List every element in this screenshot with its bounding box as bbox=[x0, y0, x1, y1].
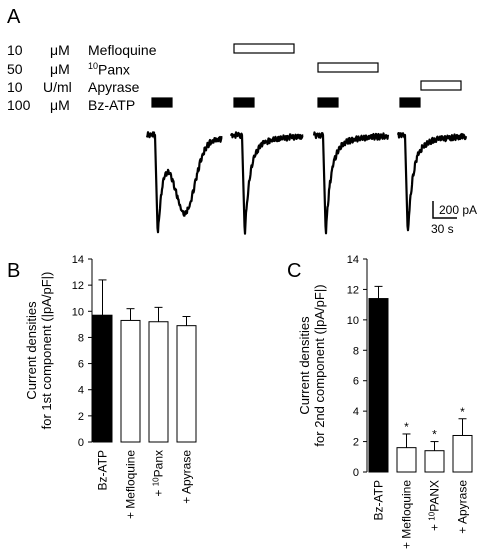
apyrase-name: Apyrase bbox=[88, 79, 140, 95]
mefloquine-name: Mefloquine bbox=[88, 42, 157, 58]
bzatp-application-bar-1 bbox=[151, 97, 173, 108]
bar bbox=[148, 321, 169, 443]
y-tick-label: 10 bbox=[347, 315, 359, 327]
panx-name: Panx bbox=[98, 61, 130, 78]
y-tick-label: 4 bbox=[78, 385, 84, 397]
y-axis-subtitle: for 2nd component (|pA/pF|) bbox=[312, 284, 327, 446]
chart-panel-c: C 0 2 4 6 8 10 12 14 Current densities for 2nd com… bbox=[287, 254, 473, 549]
y-tick-label: 12 bbox=[347, 284, 359, 296]
category-label: + 10PANX bbox=[428, 480, 442, 531]
category-label: Bz-ATP bbox=[372, 480, 386, 520]
bar bbox=[424, 450, 445, 473]
panx-conc: 50 bbox=[7, 61, 23, 77]
y-tick-label: 6 bbox=[78, 359, 84, 371]
apyrase-unit: U/ml bbox=[43, 79, 72, 95]
significance-marker: * bbox=[460, 405, 465, 419]
category-label: + Apyrase bbox=[180, 450, 194, 504]
category-label: + 10Panx bbox=[152, 450, 166, 497]
significance-marker: * bbox=[404, 420, 409, 434]
chart-panel-b: B 0 2 4 6 8 10 12 14 Current densities for 1st com… bbox=[7, 254, 197, 519]
bar bbox=[396, 447, 417, 473]
panx-unit: μM bbox=[50, 61, 70, 77]
bar bbox=[368, 298, 389, 473]
current-trace-control bbox=[145, 131, 223, 234]
category-label: + Mefloquine bbox=[400, 480, 414, 549]
bzatp-name: Bz-ATP bbox=[88, 97, 136, 113]
y-tick-label: 4 bbox=[353, 406, 359, 418]
panel-c-letter: C bbox=[287, 260, 301, 282]
category-label: + Apyrase bbox=[456, 480, 470, 534]
y-tick-label: 2 bbox=[78, 411, 84, 423]
y-tick-label: 0 bbox=[353, 467, 359, 479]
mefloquine-unit: μM bbox=[50, 42, 70, 58]
bzatp-conc: 100 bbox=[7, 97, 31, 113]
y-axis-title: Current densities bbox=[297, 316, 312, 415]
panx-application-bar bbox=[317, 62, 379, 73]
panx-superscript: 10 bbox=[88, 61, 99, 71]
bzatp-unit: μM bbox=[50, 97, 70, 113]
current-trace-apyrase bbox=[396, 132, 468, 232]
mefloquine-conc: 10 bbox=[7, 42, 23, 58]
scalebar-current-label: 200 pA bbox=[439, 203, 478, 217]
panel-a-letter: A bbox=[7, 6, 21, 28]
current-trace-mefloquine bbox=[229, 131, 304, 235]
y-tick-label: 14 bbox=[347, 254, 359, 266]
bzatp-application-bar-2 bbox=[233, 97, 255, 108]
mefloquine-application-bar bbox=[233, 43, 295, 54]
y-tick-label: 0 bbox=[78, 437, 84, 449]
category-label: + Mefloquine bbox=[124, 450, 138, 519]
panx-name-wrap: 10Panx bbox=[88, 61, 130, 78]
y-axis-subtitle: for 1st component (|pA/pF|) bbox=[39, 272, 54, 430]
y-tick-label: 6 bbox=[353, 376, 359, 388]
current-trace-panx bbox=[312, 131, 390, 235]
y-tick-label: 2 bbox=[353, 437, 359, 449]
bar bbox=[176, 325, 197, 443]
y-tick-label: 8 bbox=[353, 345, 359, 357]
scalebar-time-label: 30 s bbox=[431, 222, 454, 236]
category-label: Bz-ATP bbox=[96, 450, 110, 490]
bar bbox=[452, 434, 473, 473]
y-tick-label: 8 bbox=[78, 332, 84, 344]
y-tick-label: 14 bbox=[72, 254, 84, 266]
y-tick-label: 10 bbox=[72, 306, 84, 318]
apyrase-application-bar bbox=[420, 80, 462, 91]
bzatp-application-bar-3 bbox=[317, 97, 339, 108]
significance-marker: * bbox=[432, 428, 437, 442]
panel-b-letter: B bbox=[7, 260, 20, 282]
y-axis-title: Current densities bbox=[24, 301, 39, 400]
bzatp-application-bar-4 bbox=[399, 97, 421, 108]
scale-bar bbox=[432, 201, 457, 219]
apyrase-conc: 10 bbox=[7, 79, 23, 95]
y-tick-label: 12 bbox=[72, 280, 84, 292]
bar bbox=[120, 319, 141, 443]
bar bbox=[92, 314, 113, 443]
